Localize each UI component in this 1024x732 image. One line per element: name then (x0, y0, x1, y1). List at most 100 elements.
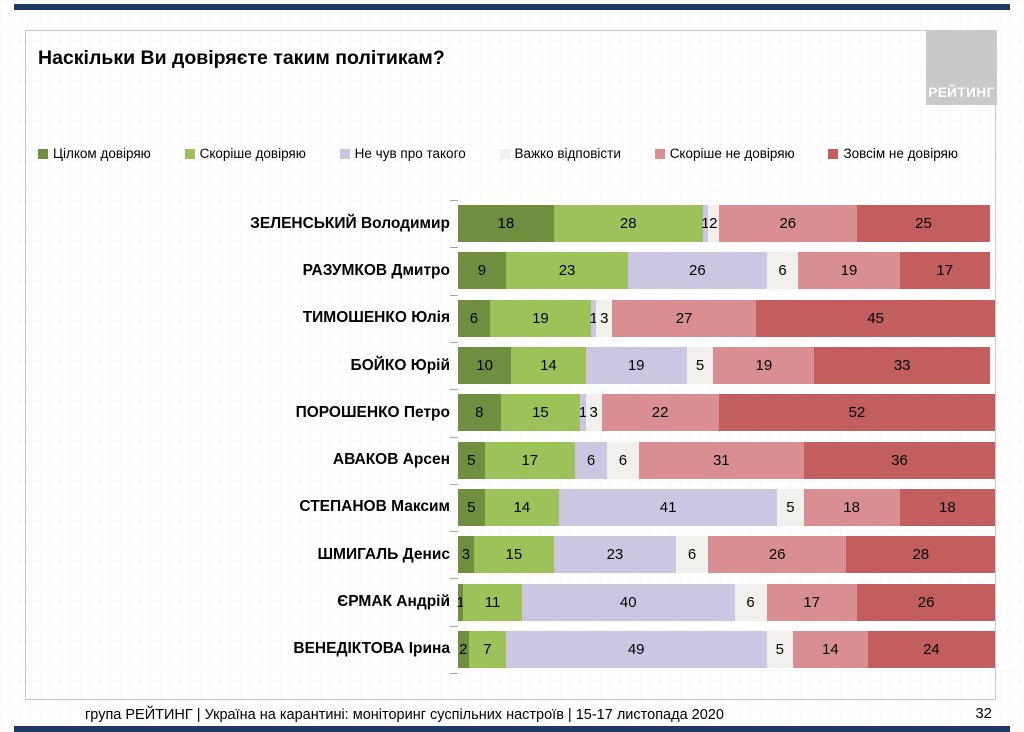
bar-segment: 9 (458, 252, 506, 290)
bar-value: 5 (775, 640, 784, 658)
bar-value: 11 (484, 593, 501, 611)
bar-value: 36 (891, 451, 908, 469)
legend-label: Зовсім не довіряю (843, 146, 958, 161)
rating-logo: РЕЙТИНГ (926, 31, 997, 105)
bar-value: 23 (606, 546, 624, 564)
politician-name: БОЙКО Юрій (350, 356, 450, 374)
bar-value: 2 (459, 640, 468, 658)
axis-tick (450, 389, 458, 391)
bar-value: 17 (521, 451, 539, 469)
bar-segment: 1 (579, 394, 587, 432)
bar-segment: 26 (708, 536, 847, 574)
bar-value: 8 (475, 404, 484, 422)
bar-segment: 10 (458, 347, 512, 385)
legend-swatch (499, 148, 510, 159)
bar-track: 6 19 1 3 27 45 (458, 299, 996, 337)
bar-value: 1 (701, 215, 710, 233)
bottom-accent-bar (14, 726, 1010, 732)
bar-value: 45 (867, 309, 884, 327)
bar-value: 3 (600, 309, 609, 327)
bar-value: 6 (586, 451, 596, 469)
politician-name: ЄРМАК Андрій (337, 593, 450, 611)
bar-segment: 25 (856, 205, 990, 243)
legend-item: Зовсім не довіряю (828, 146, 958, 161)
legend-item: Не чув про такого (339, 146, 466, 161)
bar-segment: 6 (458, 299, 490, 337)
bar-value: 22 (651, 404, 669, 422)
bar-value: 17 (936, 262, 954, 280)
legend-label: Цілком довіряю (53, 146, 151, 161)
bar-segment: 6 (606, 441, 639, 479)
bar-segment: 22 (601, 394, 719, 432)
bar-value: 19 (532, 309, 549, 327)
axis-tick (450, 673, 458, 674)
bar-segment: 18 (458, 205, 554, 243)
bar-value: 23 (558, 262, 576, 280)
bar-segment: 23 (505, 252, 629, 290)
content-border (25, 30, 996, 700)
bar-value: 19 (627, 357, 645, 375)
bar-track: 8 15 1 3 22 52 (458, 394, 996, 432)
bar-segment: 5 (458, 441, 485, 479)
axis-tick (450, 247, 458, 249)
rating-logo-text: РЕЙТИНГ (928, 85, 995, 100)
bar-track: 3 15 23 6 26 28 (458, 536, 996, 574)
bar-segment: 5 (766, 630, 794, 668)
bar-segment: 17 (899, 252, 990, 290)
bar-value: 6 (746, 593, 755, 611)
bar-segment: 24 (867, 630, 996, 668)
bar-track: 5 17 6 6 31 36 (458, 441, 996, 479)
politician-name: ПОРОШЕНКО Петро (295, 403, 450, 421)
bar-track: 1 11 40 6 17 26 (456, 583, 996, 621)
chart-row: ПОРОШЕНКО Петро 8 15 1 3 22 52 (0, 389, 1024, 436)
bar-value: 26 (779, 215, 797, 233)
bar-value: 17 (803, 593, 821, 611)
bar-segment: 5 (458, 488, 485, 526)
politician-name: ТИМОШЕНКО Юлія (302, 309, 450, 327)
bar-value: 40 (619, 593, 637, 611)
bar-track: 9 23 26 6 19 17 (458, 252, 990, 290)
bar-value: 27 (675, 309, 693, 327)
bar-segment: 2 (458, 630, 469, 668)
politician-name: ВЕНЕДІКТОВА Ірина (293, 640, 450, 658)
bar-segment: 36 (803, 441, 996, 479)
legend-label: Важко відповісти (514, 146, 621, 161)
bar-segment: 17 (484, 441, 576, 479)
chart-row: ТИМОШЕНКО Юлія 6 19 1 3 27 45 (0, 295, 1024, 342)
bar-value: 33 (893, 357, 911, 375)
bar-track: 5 14 41 5 18 18 (458, 488, 996, 526)
bar-track: 2 7 49 5 14 24 (458, 630, 996, 668)
bar-value: 6 (778, 262, 787, 280)
bar-value: 25 (915, 215, 932, 233)
bar-segment: 6 (766, 252, 799, 290)
politician-name: ШМИГАЛЬ Денис (317, 545, 450, 563)
bar-segment: 33 (814, 347, 990, 385)
bar-segment: 11 (463, 583, 522, 621)
bar-value: 28 (912, 546, 930, 564)
bar-value: 41 (659, 498, 677, 516)
politician-name: РАЗУМКОВ Дмитро (302, 261, 450, 279)
bar-segment: 5 (777, 488, 804, 526)
bar-segment: 3 (458, 536, 474, 574)
bar-segment: 19 (489, 299, 591, 337)
bar-value: 5 (467, 451, 476, 469)
axis-tick (450, 200, 458, 201)
bar-segment: 6 (575, 441, 607, 479)
legend-label: Скоріше не довіряю (669, 146, 795, 161)
slide-title: Наскільки Ви довіряєте таким політикам? (38, 47, 445, 69)
chart-row: СТЕПАНОВ Максим 5 14 41 5 18 18 (0, 484, 1024, 531)
bar-value: 24 (923, 640, 940, 658)
bar-value: 18 (843, 498, 860, 516)
bar-value: 6 (687, 546, 697, 564)
trust-politicians-chart: ЗЕЛЕНСЬКИЙ Володимир 18 28 1 2 26 25 РАЗУМКОВ Д… (0, 200, 1024, 674)
bar-value: 28 (619, 215, 637, 233)
bar-value: 26 (768, 546, 786, 564)
bar-value: 15 (505, 546, 523, 564)
bar-segment: 45 (755, 299, 996, 337)
chart-row: БОЙКО Юрій 10 14 19 5 19 33 (0, 342, 1024, 389)
page-number: 32 (975, 705, 992, 722)
bar-value: 5 (786, 498, 795, 516)
bar-value: 18 (939, 498, 956, 516)
bar-value: 26 (689, 262, 706, 280)
bar-segment: 26 (628, 252, 767, 290)
